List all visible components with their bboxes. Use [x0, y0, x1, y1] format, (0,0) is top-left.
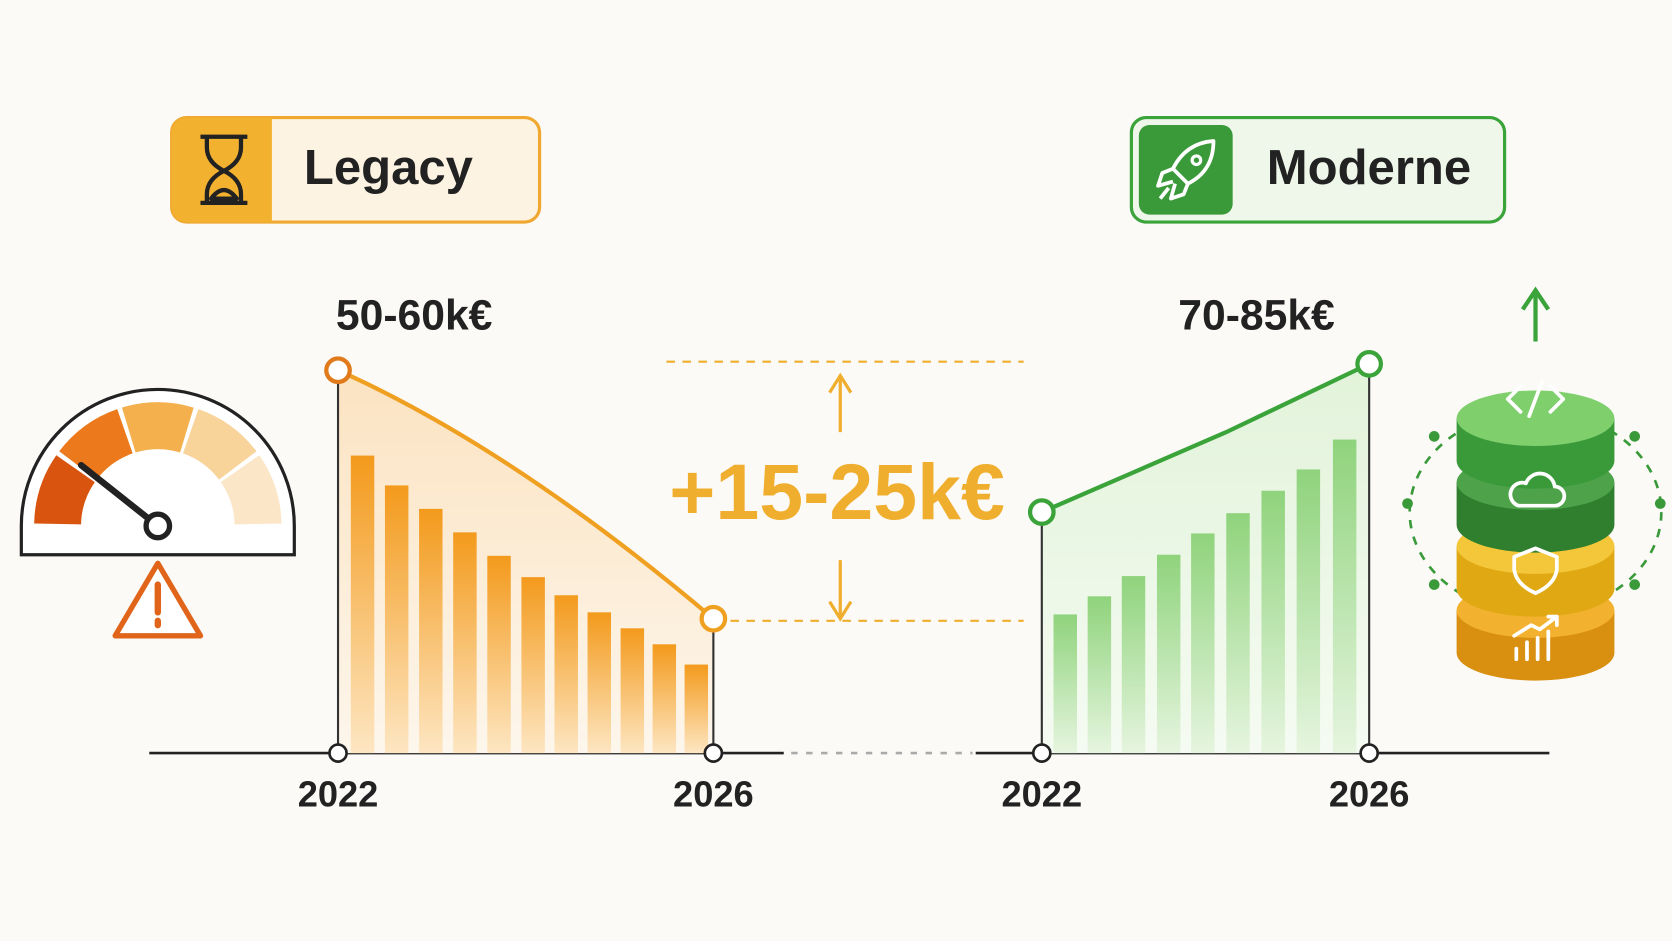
bar [350, 455, 375, 754]
arrow-down [828, 560, 853, 622]
tech-stack [1402, 286, 1666, 681]
endpoint [699, 604, 728, 633]
year-label: 2026 [673, 773, 754, 814]
hourglass-icon [200, 134, 248, 205]
bar [554, 595, 578, 754]
endpoint [324, 356, 352, 385]
discs [1402, 380, 1666, 681]
bars [350, 455, 709, 754]
cloud-icon [1508, 471, 1567, 508]
gauge-hub [143, 511, 173, 541]
gap-indicator: +15-25k€ [666, 360, 1024, 622]
modern-salary: 70-85k€ [1178, 291, 1335, 339]
bar [1261, 490, 1285, 754]
modern-badge: Moderne [1129, 115, 1507, 224]
arrow-up [828, 372, 853, 433]
modern-label: Moderne [1267, 141, 1471, 195]
legacy-badge: Legacy [170, 115, 542, 224]
year-label: 2022 [298, 773, 379, 814]
endpoint [1027, 498, 1056, 526]
bar [521, 577, 545, 754]
bar [453, 532, 477, 754]
rocket-icon [1156, 139, 1216, 201]
bar [1087, 596, 1112, 754]
arrow-up [1520, 286, 1551, 342]
bar [1296, 469, 1321, 754]
year-label: 2022 [1001, 773, 1082, 814]
tick [703, 743, 724, 763]
bar [684, 664, 709, 754]
trend-line [337, 368, 715, 621]
modern-chart: 2022 2026 [1001, 350, 1410, 814]
orbit-dot [1629, 579, 1641, 590]
rocket-window [1190, 154, 1203, 167]
bar [419, 508, 443, 754]
legacy-chart: 2022 2026 [298, 356, 754, 814]
gauge-segment [121, 402, 194, 453]
gauge-segment [59, 409, 133, 480]
code-icon [1505, 380, 1566, 418]
bar [384, 485, 409, 754]
disc-top [1456, 390, 1615, 446]
growth-icon [1512, 614, 1559, 662]
gauge-needle [77, 461, 162, 530]
bar [1156, 554, 1181, 754]
gauge-segment [34, 455, 95, 525]
gauge [19, 387, 296, 639]
gauge-segment [182, 409, 257, 480]
year-label: 2026 [1329, 773, 1410, 814]
gap-label: +15-25k€ [669, 448, 1005, 536]
bar [1191, 533, 1215, 754]
orbit-dot [1629, 431, 1641, 442]
bar [1226, 513, 1250, 754]
bar [620, 628, 645, 754]
bar [1053, 614, 1077, 754]
legacy-salary: 50-60k€ [336, 291, 493, 339]
gauge-segment [220, 455, 282, 525]
tick [328, 743, 348, 763]
badge-icon-bg [1138, 125, 1233, 215]
bar [1121, 576, 1146, 754]
orbit-dot [1402, 498, 1413, 509]
bar [652, 644, 677, 754]
shield-icon [1512, 546, 1559, 595]
bar [487, 555, 511, 754]
endpoint [1355, 350, 1384, 378]
bar [587, 612, 612, 754]
tick [1359, 743, 1380, 763]
orbit-dot [1428, 431, 1440, 442]
legacy-label: Legacy [304, 141, 474, 195]
orbit-dot [1428, 579, 1440, 590]
bars [1053, 439, 1357, 754]
trend-line [1040, 361, 1371, 515]
bar [1332, 439, 1357, 754]
tick [1031, 743, 1052, 763]
orbit-dot [1654, 498, 1666, 509]
